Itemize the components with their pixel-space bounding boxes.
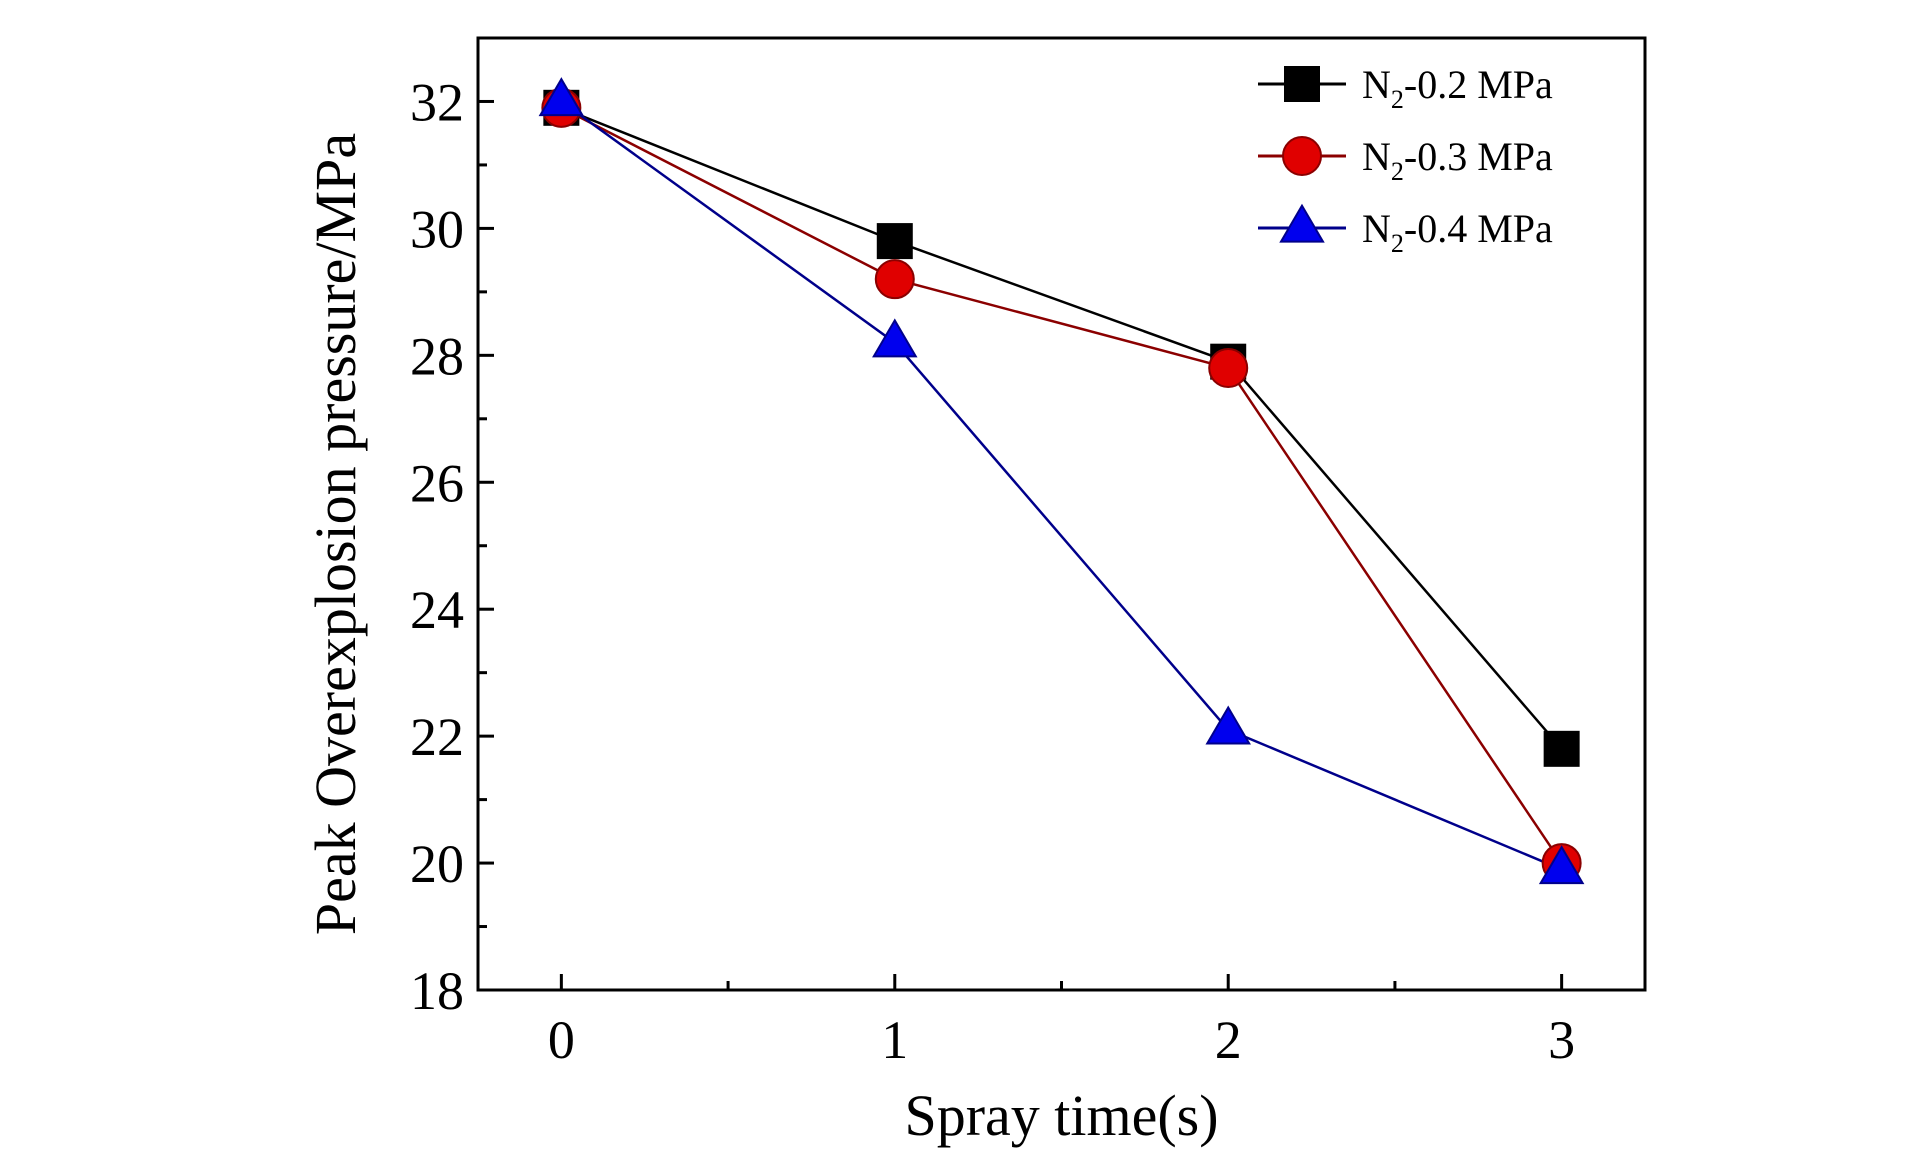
legend-marker-1: [1284, 66, 1320, 102]
series-line-2: [560, 106, 1563, 864]
x-axis-title: Spray time(s): [904, 1083, 1218, 1148]
data-point-series-3: [538, 77, 585, 117]
legend-label-2: N2-0.3 MPa: [1362, 134, 1553, 186]
x-tick-label: 2: [1215, 1010, 1242, 1070]
data-point-series-2: [874, 259, 915, 300]
y-axis-title: Peak Overexplosion pressure/MPa: [303, 133, 368, 935]
legend: N2-0.2 MPa N2-0.3 MPa N2-0.4 MPa: [1258, 62, 1553, 258]
legend-label-3: N2-0.4 MPa: [1362, 206, 1553, 258]
series-group: [538, 77, 1585, 885]
data-point-series-3: [1538, 845, 1585, 885]
legend-marker-3: [1279, 203, 1325, 243]
plot-area: [476, 36, 1647, 992]
y-tick-label: 20: [410, 834, 464, 894]
y-tick-label: 26: [410, 453, 464, 513]
data-point-series-2: [1208, 348, 1249, 389]
y-tick-label: 32: [410, 72, 464, 132]
series-line-1: [560, 106, 1563, 750]
data-point-series-1: [1543, 730, 1580, 767]
y-tick-label: 24: [410, 580, 464, 640]
y-tick-label: 22: [410, 707, 464, 767]
data-point-series-3: [872, 318, 918, 358]
x-tick-label: 1: [881, 1010, 908, 1070]
y-tick-label: 30: [410, 199, 464, 259]
y-tick-label: 18: [410, 961, 464, 1021]
series-line-3: [560, 100, 1563, 871]
x-tick-label: 0: [548, 1010, 575, 1070]
axis-ticks: 0 1 2 3 18 20 22 24 26 28 30 32: [410, 72, 1575, 1070]
y-tick-label: 28: [410, 326, 464, 386]
data-point-series-1: [876, 223, 913, 260]
plot-frame: [476, 36, 1647, 992]
legend-label-1: N2-0.2 MPa: [1362, 62, 1553, 114]
legend-marker-2: [1282, 136, 1322, 176]
data-point-series-3: [1205, 705, 1251, 745]
x-tick-label: 3: [1548, 1010, 1575, 1070]
